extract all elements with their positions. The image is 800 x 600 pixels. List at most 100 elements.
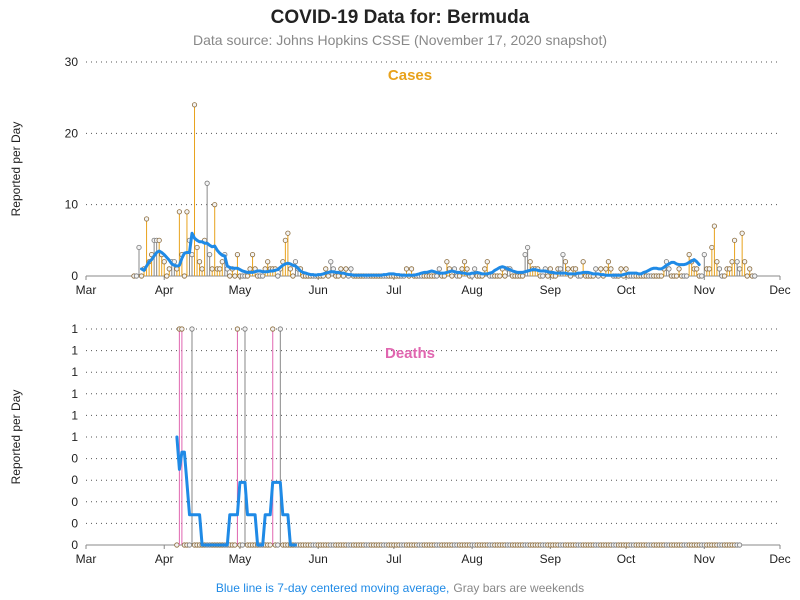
cases-point [673, 273, 680, 279]
cases-point [686, 252, 692, 258]
deaths-point [239, 542, 246, 548]
deaths-y-tick-label: 1 [71, 365, 78, 379]
cases-x-tick-label: Oct [617, 283, 636, 297]
cases-x-tick-label: Aug [461, 283, 482, 297]
cases-point [731, 237, 738, 243]
cases-point [605, 259, 611, 265]
cases-point [285, 230, 291, 236]
cases-point [343, 266, 349, 272]
cases-point [472, 266, 478, 272]
footnote-weekends: Gray bars are weekends [453, 581, 584, 595]
chart-title: COVID-19 Data for: Bermuda [271, 7, 530, 28]
cases-point [247, 266, 253, 272]
cases-point [290, 273, 296, 279]
cases-y-axis-label: Reported per Day [9, 122, 23, 217]
cases-point [265, 259, 271, 265]
cases-point [709, 244, 715, 251]
cases-point [212, 202, 218, 208]
cases-point [199, 266, 205, 272]
cases-point [166, 266, 172, 272]
cases-point [540, 273, 546, 279]
cases-point [580, 259, 586, 265]
cases-point [742, 259, 748, 265]
deaths-x-tick-label: Mar [76, 552, 97, 566]
cases-point [684, 273, 690, 279]
cases-point [527, 259, 533, 265]
deaths-point [179, 326, 185, 332]
deaths-x-tick-label: May [229, 552, 252, 566]
cases-x-tick-label: Dec [769, 283, 790, 297]
deaths-y-tick-label: 1 [71, 344, 78, 358]
deaths-point [737, 542, 743, 548]
deaths-x-tick-label: Nov [694, 552, 715, 566]
cases-x-tick-label: Jul [386, 283, 401, 297]
cases-point [752, 273, 758, 279]
cases-x-tick-label: Sep [540, 283, 562, 297]
cases-point [676, 266, 682, 272]
deaths-x-tick-label: Jun [308, 552, 327, 566]
cases-point [232, 273, 238, 279]
cases-point [275, 273, 281, 279]
cases-point [525, 244, 531, 251]
cases-point [598, 266, 604, 272]
cases-point [204, 180, 210, 186]
chart-footnote: Blue line is 7-day centered moving avera… [216, 581, 584, 595]
cases-point [138, 273, 145, 279]
cases-y-tick-label: 10 [65, 198, 79, 212]
deaths-y-tick-label: 1 [71, 408, 78, 422]
cases-point [464, 266, 470, 272]
cases-point [164, 273, 170, 279]
cases-x-tick-label: Apr [155, 283, 174, 297]
cases-y-tick-label: 0 [71, 269, 78, 283]
cases-point [227, 273, 233, 279]
cases-point [325, 273, 331, 279]
cases-x-tick-label: Jun [308, 283, 327, 297]
deaths-y-tick-label: 1 [71, 430, 78, 444]
deaths-y-tick-label: 0 [71, 495, 78, 509]
cases-point [207, 252, 213, 258]
cases-point [519, 273, 526, 279]
cases-point [403, 266, 410, 272]
cases-point [522, 252, 528, 258]
cases-x-tick-label: May [229, 283, 252, 297]
cases-point [711, 223, 717, 229]
cases-point [701, 252, 707, 258]
cases-point [699, 273, 705, 279]
cases-moving-average-line [140, 231, 701, 277]
cases-point [234, 252, 241, 258]
cases-point [714, 259, 720, 265]
deaths-point [186, 542, 193, 548]
cases-point [219, 259, 225, 265]
cases-point [338, 266, 344, 272]
cases-point [181, 273, 188, 279]
deaths-point [234, 326, 241, 332]
cases-point [156, 237, 162, 243]
cases-point [449, 273, 455, 279]
cases-point [560, 252, 566, 258]
cases-point [282, 237, 288, 243]
footnote-moving-average: Blue line is 7-day centered moving avera… [216, 581, 449, 595]
cases-point [721, 273, 728, 279]
deaths-y-tick-label: 0 [71, 538, 78, 552]
cases-point [217, 266, 223, 272]
cases-point [572, 266, 579, 272]
cases-point [287, 266, 294, 272]
cases-x-tick-label: Mar [76, 283, 97, 297]
cases-point [444, 259, 450, 265]
cases-point [482, 266, 488, 272]
cases-point [184, 209, 190, 215]
deaths-moving-average-line [175, 435, 297, 547]
cases-point [497, 273, 503, 279]
deaths-point [270, 326, 276, 332]
deaths-y-tick-label: 1 [71, 322, 78, 336]
cases-y-tick-label: 30 [65, 55, 79, 69]
cases-point [434, 273, 440, 279]
cases-point [744, 273, 750, 279]
cases-point [191, 102, 198, 108]
cases-point [136, 244, 142, 251]
cases-point [209, 266, 215, 272]
cases-point [196, 259, 203, 265]
cases-point [593, 266, 599, 272]
deaths-x-tick-label: Dec [769, 552, 790, 566]
